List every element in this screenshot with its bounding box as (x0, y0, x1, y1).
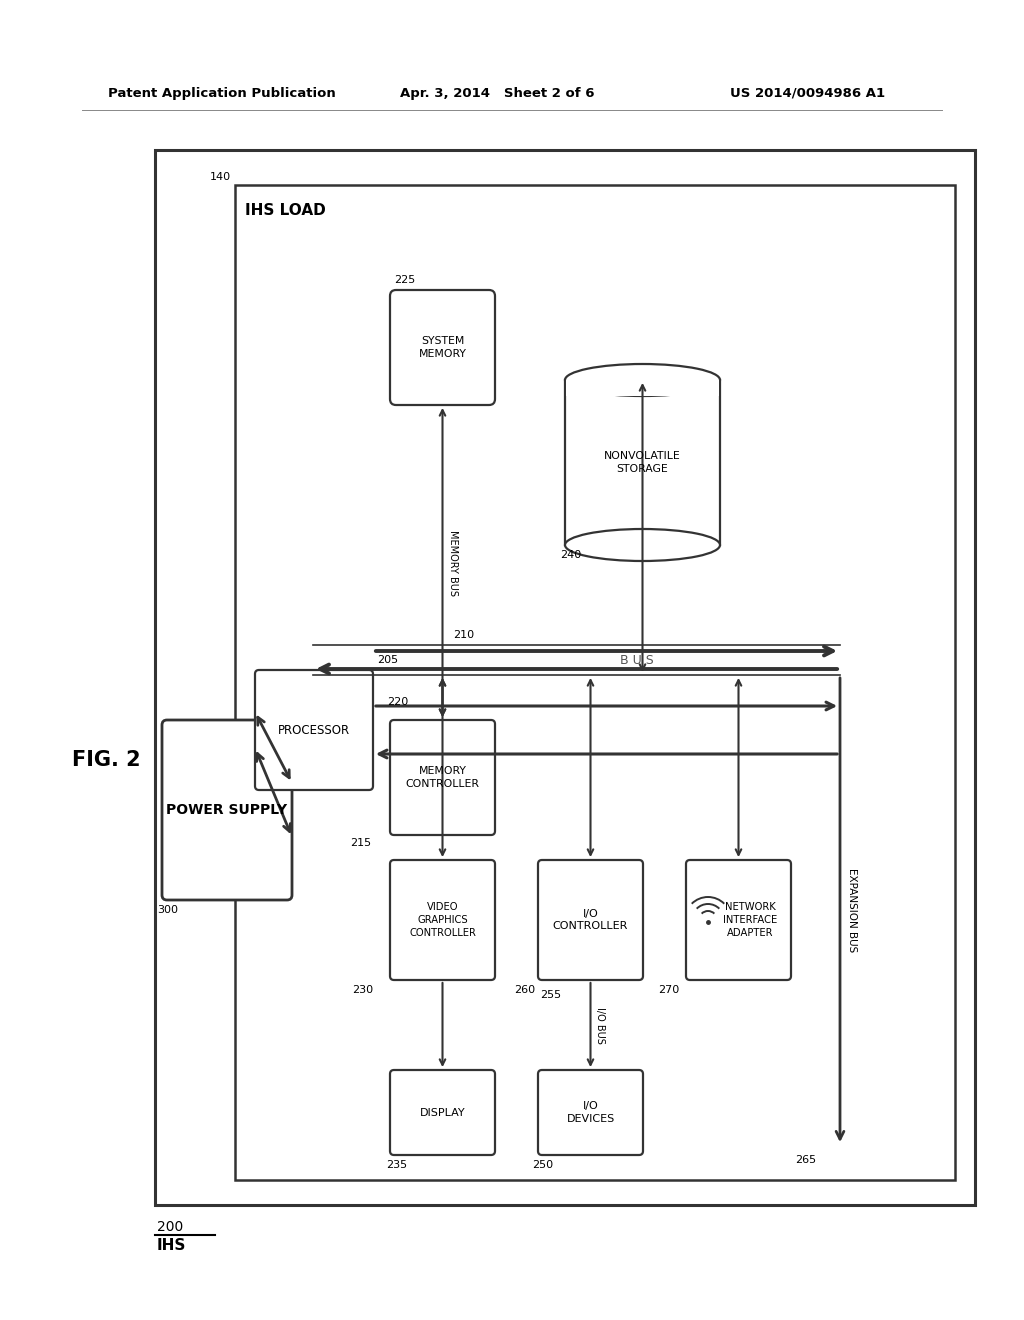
Text: 265: 265 (795, 1155, 816, 1166)
Text: 205: 205 (377, 655, 398, 665)
Text: FIG. 2: FIG. 2 (72, 750, 140, 770)
Text: 210: 210 (453, 630, 474, 640)
Text: VIDEO
GRAPHICS
CONTROLLER: VIDEO GRAPHICS CONTROLLER (409, 902, 476, 937)
Text: 225: 225 (394, 275, 416, 285)
Text: NETWORK
INTERFACE
ADAPTER: NETWORK INTERFACE ADAPTER (723, 902, 777, 937)
Text: B U S: B U S (620, 653, 653, 667)
Text: PROCESSOR: PROCESSOR (278, 723, 350, 737)
FancyBboxPatch shape (538, 1071, 643, 1155)
FancyBboxPatch shape (538, 861, 643, 979)
Text: NONVOLATILE
STORAGE: NONVOLATILE STORAGE (604, 451, 681, 474)
FancyBboxPatch shape (162, 719, 292, 900)
Text: IHS: IHS (157, 1238, 186, 1253)
FancyBboxPatch shape (686, 861, 791, 979)
Bar (155, 150, 975, 1205)
Ellipse shape (565, 364, 720, 396)
Text: Patent Application Publication: Patent Application Publication (108, 87, 336, 99)
Text: SYSTEM
MEMORY: SYSTEM MEMORY (419, 337, 467, 359)
Text: I/O BUS: I/O BUS (596, 1007, 605, 1043)
Text: 270: 270 (658, 985, 679, 995)
FancyBboxPatch shape (390, 290, 495, 405)
Bar (234, 185, 955, 1180)
Text: IHS LOAD: IHS LOAD (245, 203, 326, 218)
FancyBboxPatch shape (255, 671, 373, 789)
Text: 220: 220 (387, 697, 409, 708)
Text: EXPANSION BUS: EXPANSION BUS (847, 867, 857, 952)
Text: MEMORY BUS: MEMORY BUS (447, 529, 458, 595)
Text: I/O
DEVICES: I/O DEVICES (566, 1101, 614, 1123)
Text: MEMORY
CONTROLLER: MEMORY CONTROLLER (406, 766, 479, 789)
Text: 200: 200 (157, 1220, 183, 1234)
Text: US 2014/0094986 A1: US 2014/0094986 A1 (730, 87, 885, 99)
Text: 250: 250 (532, 1160, 553, 1170)
Text: 215: 215 (350, 838, 371, 847)
Text: 260: 260 (514, 985, 536, 995)
Text: POWER SUPPLY: POWER SUPPLY (167, 803, 288, 817)
FancyBboxPatch shape (390, 719, 495, 836)
Text: 240: 240 (560, 550, 582, 560)
Text: 300: 300 (157, 906, 178, 915)
FancyBboxPatch shape (390, 1071, 495, 1155)
FancyBboxPatch shape (390, 861, 495, 979)
Ellipse shape (565, 529, 720, 561)
Bar (565, 380, 720, 545)
Text: Apr. 3, 2014   Sheet 2 of 6: Apr. 3, 2014 Sheet 2 of 6 (400, 87, 595, 99)
Text: I/O
CONTROLLER: I/O CONTROLLER (553, 908, 628, 932)
Text: 255: 255 (541, 990, 561, 1001)
Text: DISPLAY: DISPLAY (420, 1107, 465, 1118)
Text: 140: 140 (210, 172, 231, 182)
Text: 230: 230 (352, 985, 373, 995)
Text: 235: 235 (386, 1160, 408, 1170)
Bar (566, 380, 719, 396)
